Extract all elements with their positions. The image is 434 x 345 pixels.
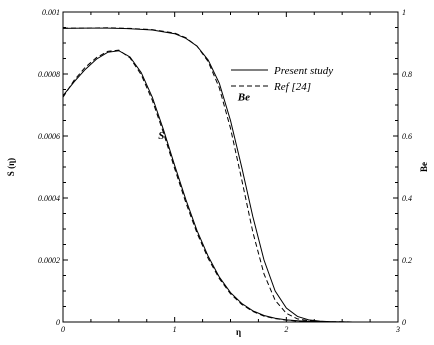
series-be-solid [62, 27, 398, 323]
y-left-tick-label: 0.0008 [38, 70, 60, 79]
y-left-tick-label: 0.0004 [38, 194, 60, 203]
tick-labels-layer: 0 1 2 300.00020.00040.00060.00080.00100.20.… [38, 8, 412, 334]
series-s-dashed [62, 49, 398, 323]
curve-label-s: S [158, 130, 164, 142]
plot-frame [62, 11, 399, 323]
series-be-dashed [63, 27, 398, 323]
ticks-layer [62, 11, 399, 323]
y-axis-right-title: Be [419, 162, 429, 172]
legend-label: Ref [24] [273, 81, 311, 93]
curves-layer [62, 27, 398, 323]
y-left-tick-label: 0.001 [42, 8, 60, 17]
y-left-tick-label: 0 [56, 318, 60, 327]
series-s-solid [62, 50, 398, 323]
x-tick-label: 0 [61, 325, 65, 334]
y-left-tick-label: 0.0002 [38, 256, 60, 265]
y-left-tick-label: 0.0006 [38, 132, 60, 141]
curve-label-be: Be [237, 91, 250, 103]
y-right-tick-label: 1 [402, 8, 406, 17]
y-right-tick-label: 0.2 [402, 256, 412, 265]
curve-labels-layer: S Be [158, 91, 250, 142]
x-tick-label: 2 [284, 325, 288, 334]
y-right-tick-label: 0 [402, 318, 406, 327]
y-right-tick-label: 0.8 [402, 70, 412, 79]
x-axis-title: η [236, 327, 241, 337]
y-right-tick-label: 0.6 [402, 132, 412, 141]
x-tick-label: 1 [173, 325, 177, 334]
x-tick-label: 3 [395, 325, 400, 334]
y-right-tick-label: 0.4 [402, 194, 412, 203]
y-axis-left-title: S (η) [6, 158, 16, 176]
legend-label: Present study [273, 65, 333, 77]
legend: Present study Ref [24] [231, 65, 333, 93]
